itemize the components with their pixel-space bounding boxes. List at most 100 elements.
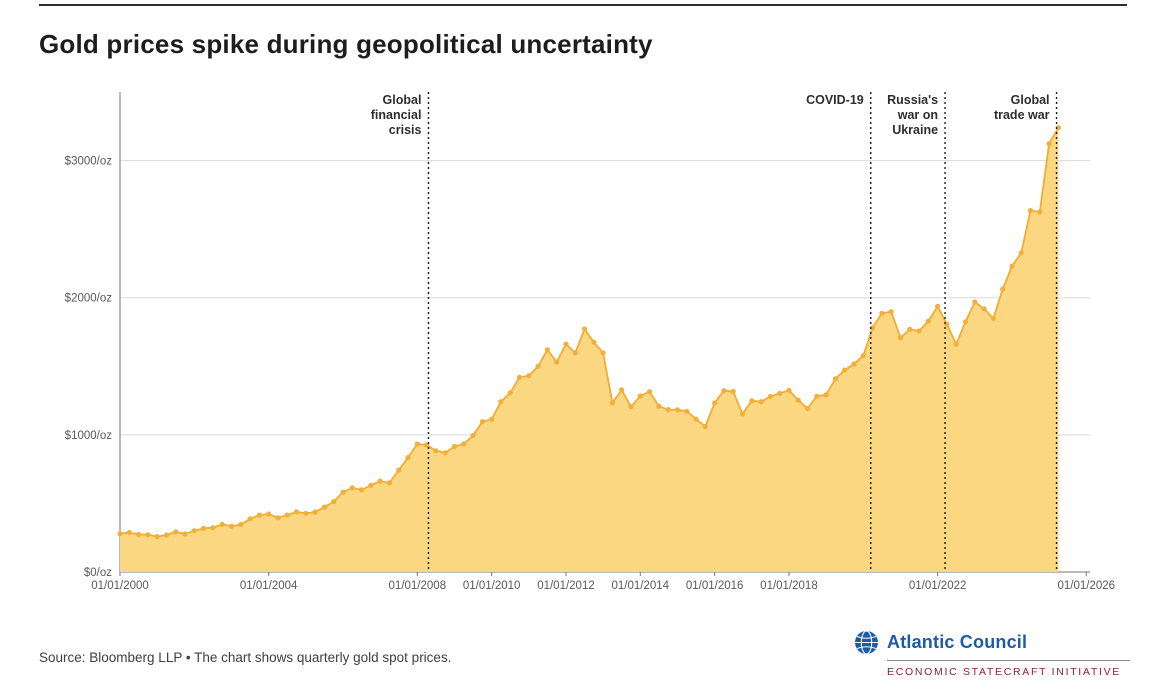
data-point-marker — [396, 467, 402, 473]
x-axis-label: 01/01/2014 — [612, 580, 670, 592]
logo-row: Atlantic Council — [854, 630, 1130, 655]
data-point-marker — [907, 326, 913, 332]
data-point-marker — [767, 393, 774, 400]
data-point-marker — [786, 387, 792, 393]
event-label: Russia's — [887, 93, 938, 107]
x-axis-label: 01/01/2026 — [1058, 580, 1116, 592]
data-point-marker — [238, 521, 244, 528]
data-point-marker — [414, 441, 420, 447]
data-point-marker — [256, 512, 262, 518]
event-label: trade war — [994, 108, 1050, 122]
event-label: financial — [371, 108, 422, 122]
data-point-marker — [832, 376, 839, 382]
data-point-marker — [191, 528, 197, 534]
page-title: Gold prices spike during geopolitical un… — [39, 29, 653, 59]
data-point-marker — [721, 388, 727, 394]
data-point-marker — [795, 397, 801, 403]
data-point-marker — [145, 532, 151, 538]
x-axis-label: 01/01/2022 — [909, 580, 967, 592]
data-point-marker — [1027, 208, 1034, 214]
data-point-marker — [730, 388, 736, 395]
data-point-marker — [368, 482, 374, 488]
data-point-marker — [990, 315, 997, 321]
globe-icon — [855, 630, 878, 655]
event-label: Ukraine — [892, 123, 938, 137]
x-axis-label: 01/01/2018 — [760, 580, 818, 592]
data-point-marker — [823, 392, 829, 398]
data-point-marker — [516, 374, 523, 380]
data-point-marker — [349, 485, 355, 491]
data-point-marker — [888, 309, 894, 315]
data-point-marker — [693, 416, 699, 422]
x-axis-label: 01/01/2012 — [537, 580, 595, 592]
data-point-marker — [163, 532, 170, 538]
data-point-marker — [154, 534, 160, 540]
x-axis-label: 01/01/2000 — [91, 580, 149, 592]
data-point-marker — [1046, 141, 1052, 147]
data-point-marker — [935, 303, 941, 309]
x-axis-label: 01/01/2008 — [389, 580, 447, 592]
data-point-marker — [972, 299, 978, 305]
data-point-marker — [173, 529, 179, 535]
event-label: crisis — [389, 123, 422, 137]
data-point-marker — [535, 363, 541, 369]
data-point-marker — [284, 512, 290, 518]
data-point-marker — [386, 480, 392, 486]
data-point-marker — [526, 373, 532, 379]
data-point-marker — [637, 393, 643, 399]
data-point-marker — [674, 407, 681, 413]
data-point-marker — [275, 515, 281, 521]
data-point-marker — [777, 390, 783, 396]
x-axis-label: 01/01/2010 — [463, 580, 521, 592]
data-point-marker — [572, 350, 578, 356]
atlantic-council-logo: Atlantic Council ECONOMIC STATECRAFT INI… — [854, 630, 1130, 678]
data-point-marker — [117, 531, 123, 537]
event-label: war on — [897, 108, 938, 122]
event-label: Global — [383, 93, 422, 107]
data-point-marker — [916, 328, 922, 334]
data-point-marker — [312, 509, 318, 515]
data-point-marker — [201, 525, 207, 532]
data-point-marker — [879, 310, 885, 316]
data-point-marker — [758, 399, 764, 405]
data-point-marker — [405, 455, 411, 461]
data-point-marker — [544, 347, 551, 353]
event-label: COVID-19 — [806, 93, 864, 107]
data-point-marker — [442, 450, 448, 456]
logo-subtitle: ECONOMIC STATECRAFT INITIATIVE — [887, 666, 1121, 678]
x-axis-label: 01/01/2004 — [240, 580, 298, 592]
data-point-marker — [739, 411, 746, 417]
gold-price-area — [120, 127, 1059, 572]
data-point-marker — [925, 318, 931, 324]
data-point-marker — [749, 398, 755, 404]
data-point-marker — [953, 341, 959, 347]
data-point-marker — [359, 487, 365, 493]
data-point-marker — [582, 326, 588, 332]
data-point-marker — [136, 531, 142, 538]
y-axis-label: $2000/oz — [65, 293, 113, 305]
data-point-marker — [331, 499, 337, 505]
y-axis-label: $3000/oz — [65, 156, 113, 168]
data-point-marker — [563, 341, 569, 347]
gold-price-chart-canvas: $0/oz $1000/oz $2000/oz $3000/oz 01/01/2000 0… — [65, 92, 1116, 592]
data-point-marker — [461, 441, 467, 447]
data-point-marker — [665, 407, 671, 413]
data-point-marker — [498, 399, 504, 405]
data-point-marker — [609, 400, 616, 406]
data-point-marker — [228, 523, 235, 529]
data-point-marker — [600, 350, 606, 356]
data-point-marker — [1000, 286, 1006, 292]
data-point-marker — [712, 400, 718, 406]
source-note: Source: Bloomberg LLP • The chart shows … — [39, 650, 452, 665]
data-point-marker — [182, 531, 188, 537]
data-point-marker — [451, 443, 458, 449]
data-point-marker — [126, 529, 132, 536]
data-point-marker — [804, 405, 811, 412]
data-point-marker — [897, 335, 904, 341]
data-point-marker — [851, 361, 857, 367]
data-point-marker — [210, 525, 216, 531]
data-point-marker — [470, 432, 476, 439]
data-point-marker — [266, 511, 272, 517]
data-point-marker — [1009, 263, 1015, 269]
data-point-marker — [433, 448, 439, 454]
